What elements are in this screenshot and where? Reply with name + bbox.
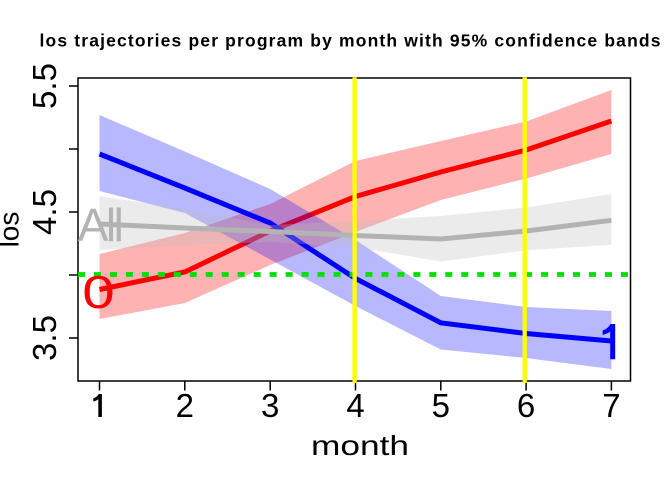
svg-text:3.5: 3.5 <box>26 315 63 361</box>
svg-text:5.5: 5.5 <box>26 63 63 109</box>
svg-text:2: 2 <box>176 387 194 424</box>
svg-text:4: 4 <box>346 387 364 424</box>
svg-text:6: 6 <box>517 387 535 424</box>
svg-text:All: All <box>78 199 124 251</box>
svg-text:3: 3 <box>261 387 279 424</box>
svg-text:los: los <box>0 212 24 248</box>
svg-text:7: 7 <box>602 387 620 424</box>
svg-text:0: 0 <box>82 266 115 318</box>
svg-text:los trajectories per program b: los trajectories per program by month wi… <box>40 30 661 50</box>
svg-text:month: month <box>311 430 409 461</box>
svg-text:5: 5 <box>432 387 450 424</box>
svg-text:4.5: 4.5 <box>26 189 63 235</box>
